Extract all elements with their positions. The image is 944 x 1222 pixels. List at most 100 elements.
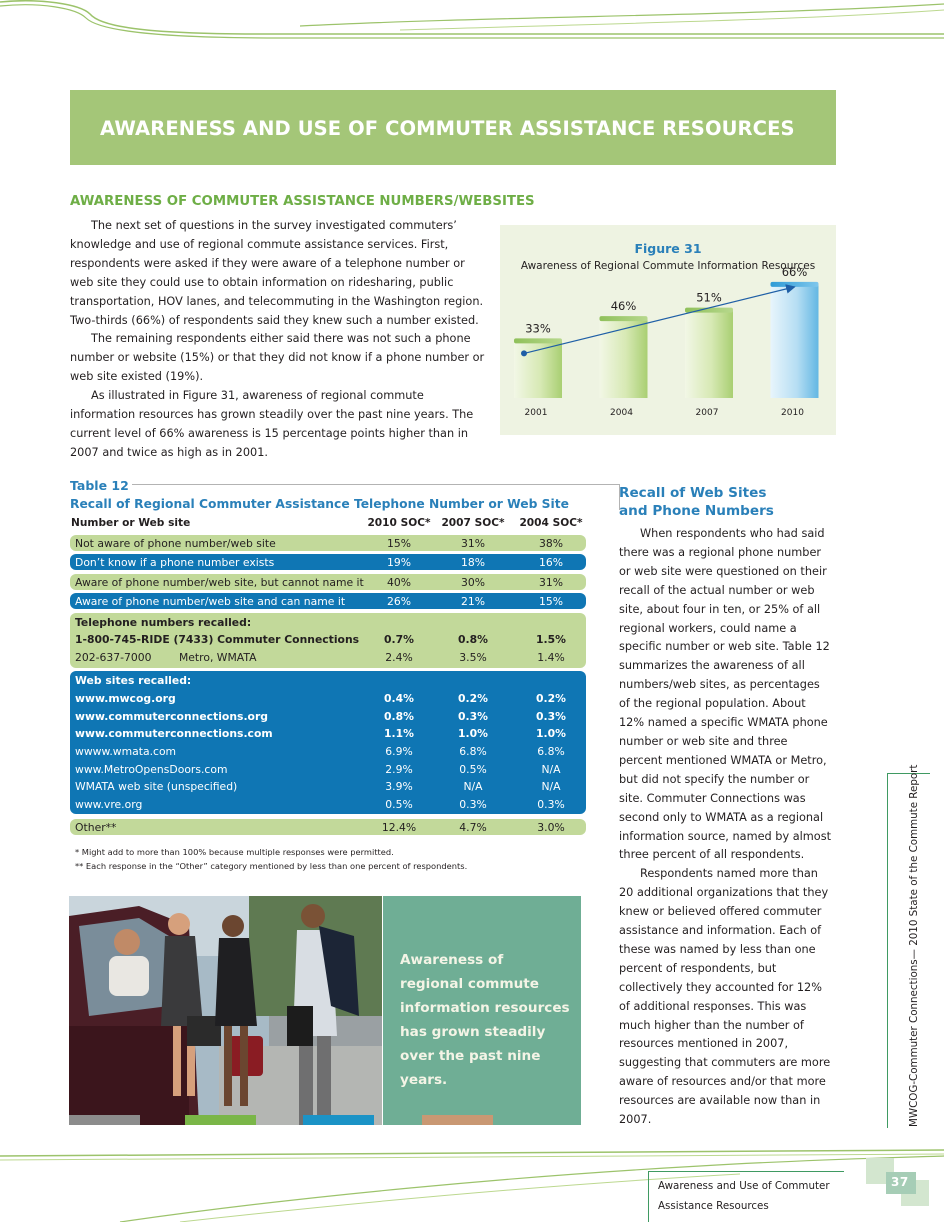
cell-2004: 6.8% (537, 744, 565, 758)
cell-2004: 31% (539, 575, 563, 589)
cell-2004: 16% (539, 555, 563, 569)
row-label: www.vre.org (75, 797, 143, 811)
row-label: 1-800-745-RIDE (7433) Commuter Connectio… (75, 632, 360, 646)
cell-2004: 1.4% (537, 650, 565, 664)
cell-2004: N/A (541, 779, 561, 793)
cell-2007: 30% (461, 575, 485, 589)
cell-2010: 3.9% (385, 779, 413, 793)
cell-2007: 0.3% (459, 797, 487, 811)
banner-title: AWARENESS AND USE OF COMMUTER ASSISTANCE… (100, 117, 795, 140)
web-heading-row: Web sites recalled: (70, 672, 586, 688)
cell-2007: 0.2% (458, 691, 488, 705)
data-label-2004: 46% (611, 299, 637, 313)
cell-2007: 1.0% (458, 726, 488, 740)
right-paragraph-1: When respondents who had said there was … (619, 527, 832, 862)
bar-top-2001 (514, 338, 562, 344)
cell-2007: 0.8% (458, 632, 488, 646)
table-row: Don’t know if a phone number exists 19% … (70, 554, 586, 570)
bar-2007 (685, 310, 733, 398)
trend-start-dot (521, 350, 527, 357)
cell-2007: 21% (461, 594, 485, 608)
cell-2004: 38% (539, 536, 563, 550)
right-heading-line-2: and Phone Numbers (619, 503, 774, 519)
footer-frame (648, 1171, 844, 1222)
bar-2004 (599, 319, 648, 398)
page-number: 37 (891, 1175, 909, 1189)
table-12: Table 12 Recall of Regional Commuter Ass… (70, 478, 620, 878)
header-cell: 2010 SOC* (367, 517, 431, 529)
intro-paragraph-3: As illustrated in Figure 31, awareness o… (70, 389, 474, 459)
cell-2010: 0.7% (384, 632, 414, 646)
cell-2007: 6.8% (459, 744, 487, 758)
cell-2010: 15% (387, 536, 411, 550)
row-label: Aware of phone number/web site and can n… (75, 594, 346, 608)
awareness-bar-chart: 33% 46% 51% 66% 2001 2004 2007 2010 (514, 265, 819, 418)
cell-2010: 6.9% (385, 744, 413, 758)
figure-31: Figure 31 Awareness of Regional Commute … (500, 225, 836, 435)
bar-2001 (514, 341, 562, 398)
running-title: MWCOG-Commuter Connections— 2010 State o… (908, 764, 920, 1127)
footer-line-1: Awareness and Use of Commuter (658, 1180, 830, 1192)
header-cell: 2007 SOC* (441, 517, 505, 529)
data-label-2010: 66% (782, 265, 808, 279)
table-row: www.commuterconnections.org 0.8% 0.3% 0.… (70, 708, 586, 724)
data-label-2001: 33% (525, 321, 551, 335)
table-row: Aware of phone number/web site, but cann… (70, 574, 586, 590)
row-label: Aware of phone number/web site, but cann… (75, 575, 364, 589)
cell-2010: 26% (387, 594, 411, 608)
phone-heading-row: Telephone numbers recalled: (70, 614, 586, 630)
table-row: www.commuterconnections.com 1.1% 1.0% 1.… (70, 725, 586, 741)
bar-2010 (770, 284, 819, 398)
cell-2007: 18% (461, 555, 485, 569)
cell-2004: 3.0% (537, 820, 565, 834)
x-tick-2007: 2007 (696, 408, 719, 418)
cell-2007: 0.5% (459, 762, 487, 776)
cell-2010: 40% (387, 575, 411, 589)
cell-2007: 31% (461, 536, 485, 550)
phone-block (70, 613, 586, 668)
x-tick-2010: 2010 (781, 408, 804, 418)
quote-color-strip (422, 1115, 493, 1125)
table-row: 1-800-745-RIDE (7433) Commuter Connectio… (70, 631, 586, 647)
table-row: www.vre.org 0.5% 0.3% 0.3% (70, 796, 586, 812)
intro-paragraph-2: The remaining respondents either said th… (70, 332, 485, 384)
right-heading-line-1: Recall of Web Sites (619, 485, 767, 501)
cell-2010: 0.4% (384, 691, 414, 705)
cell-2007: 0.3% (458, 709, 488, 723)
footnote-2: ** Each response in the “Other” category… (75, 861, 468, 871)
side-frame (887, 773, 930, 1128)
row-label: Not aware of phone number/web site (75, 536, 276, 550)
cell-2010: 2.4% (385, 650, 413, 664)
table-row-other: Other** 12.4% 4.7% 3.0% (70, 819, 586, 835)
cell-2004: 0.3% (536, 709, 566, 723)
table-row: Not aware of phone number/web site 15% 3… (70, 535, 586, 551)
row-label: www.commuterconnections.com (75, 726, 273, 740)
footer-line-2: Assistance Resources (658, 1199, 769, 1212)
footnote-1: * Might add to more than 100% because mu… (75, 847, 394, 857)
row-label: WMATA web site (unspecified) (75, 779, 238, 793)
phone-heading: Telephone numbers recalled: (75, 615, 252, 629)
cell-2007: 4.7% (459, 820, 487, 834)
cell-2004: 1.0% (536, 726, 566, 740)
cell-2007: N/A (463, 779, 483, 793)
cell-2010: 0.8% (384, 709, 414, 723)
row-label: 202-637-7000 Metro, WMATA (75, 650, 257, 664)
cell-2010: 2.9% (385, 762, 413, 776)
row-label: Don’t know if a phone number exists (75, 555, 275, 569)
header-cell: 2004 SOC* (519, 517, 583, 529)
intro-text: The next set of questions in the survey … (70, 217, 490, 463)
table-title: Recall of Regional Commuter Assistance T… (70, 497, 569, 511)
cell-2004: 1.5% (536, 632, 566, 646)
trend-arrow (523, 284, 796, 355)
cell-2004: 0.3% (537, 797, 565, 811)
bar-top-2004 (599, 316, 648, 322)
cell-2004: 15% (539, 594, 563, 608)
web-block (70, 671, 586, 814)
table-row: 202-637-7000 Metro, WMATA 2.4% 3.5% 1.4% (70, 649, 586, 665)
commuters-photo (69, 896, 382, 1125)
commuters-photo-illustration (69, 896, 382, 1125)
table-row: wwww.wmata.com 6.9% 6.8% 6.8% (70, 743, 586, 759)
cell-2010: 19% (387, 555, 411, 569)
right-paragraph-2: Respondents named more than 20 additiona… (619, 867, 831, 1127)
data-label-2007: 51% (696, 291, 722, 305)
